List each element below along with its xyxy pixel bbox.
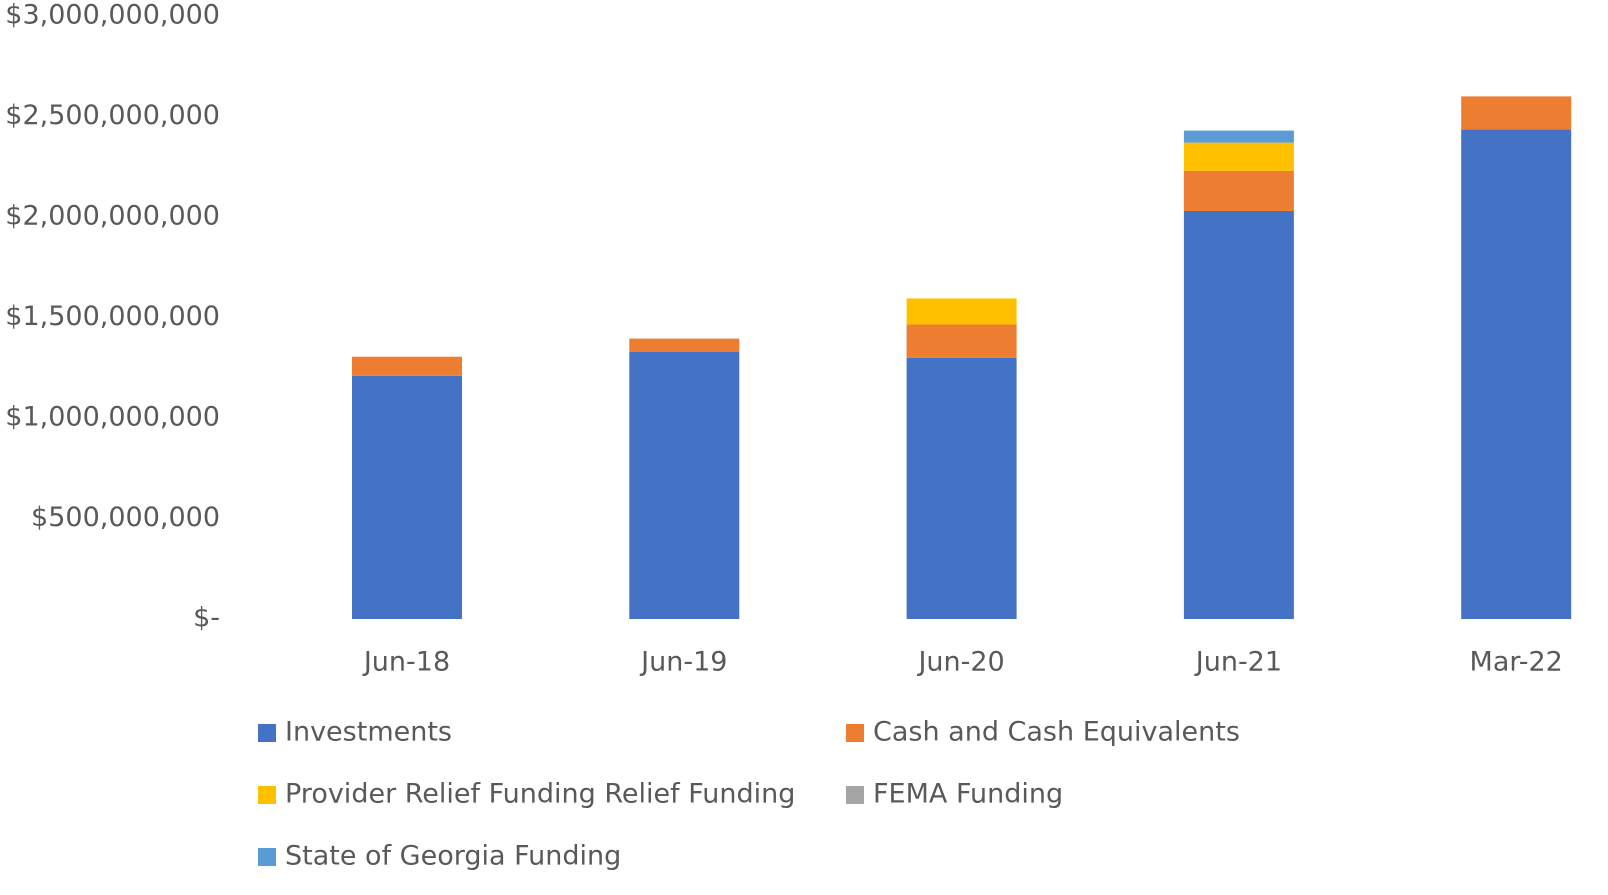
bar-segment (906, 298, 1017, 325)
bar-segment (1461, 96, 1572, 130)
bar-segment (906, 324, 1017, 358)
x-tick-label: Jun-20 (916, 647, 1004, 678)
y-tick-label: $2,500,000,000 (5, 100, 220, 131)
legend-swatch (258, 786, 276, 804)
legend-label: Investments (285, 717, 452, 748)
legend-label: State of Georgia Funding (285, 841, 621, 872)
bar-segment (1183, 210, 1294, 619)
y-tick-label: $2,000,000,000 (5, 201, 220, 232)
bar-segment (352, 356, 462, 376)
y-tick-label: $3,000,000,000 (5, 0, 220, 31)
bar-segment (906, 357, 1017, 619)
x-tick-label: Mar-22 (1470, 647, 1563, 678)
legend-swatch (258, 724, 276, 742)
bar-segment (1183, 142, 1294, 171)
bar-segment (1183, 170, 1294, 211)
bar-segment (629, 351, 740, 619)
x-tick-label: Jun-18 (362, 647, 450, 678)
x-tick-label: Jun-21 (1194, 647, 1282, 678)
y-tick-label: $1,500,000,000 (5, 301, 220, 332)
y-tick-label: $1,000,000,000 (5, 402, 220, 433)
y-tick-label: $- (193, 603, 220, 634)
x-tick-label: Jun-19 (639, 647, 727, 678)
legend-label: Cash and Cash Equivalents (873, 717, 1240, 748)
bar-segment (1183, 130, 1294, 143)
legend-swatch (846, 786, 864, 804)
bar-segment (1461, 129, 1572, 619)
bar-segment (629, 338, 740, 352)
legend-label: Provider Relief Funding Relief Funding (285, 779, 795, 810)
bar-segment (352, 375, 462, 619)
y-tick-label: $500,000,000 (31, 502, 220, 533)
legend-swatch (846, 724, 864, 742)
legend-swatch (258, 848, 276, 866)
legend-label: FEMA Funding (873, 779, 1063, 810)
